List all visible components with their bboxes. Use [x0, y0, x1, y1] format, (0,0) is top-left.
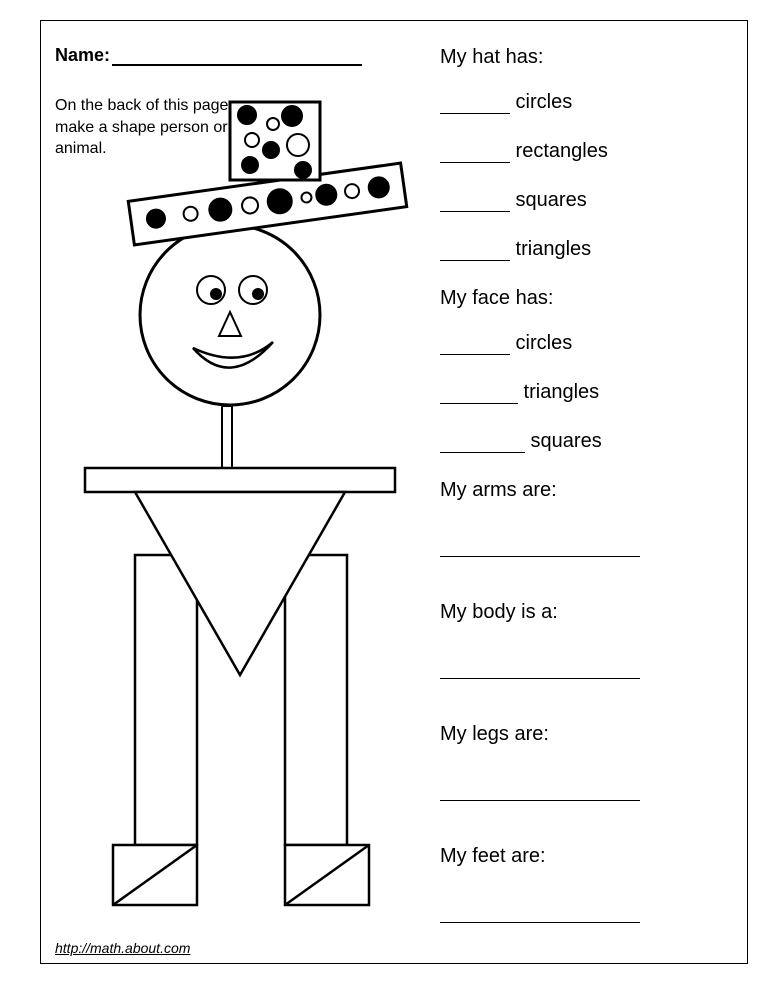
hat-blank-3[interactable]	[440, 238, 510, 261]
hat-label-0: circles	[510, 91, 572, 113]
face-blank-0[interactable]	[440, 332, 510, 355]
feet-heading: My feet are:	[440, 845, 728, 868]
face-heading: My face has:	[440, 287, 728, 310]
footer-url: http://math.about.com	[55, 940, 190, 956]
hat-blank-0[interactable]	[440, 91, 510, 114]
hat-line-2: squares	[440, 189, 728, 212]
hat-label-2: squares	[510, 189, 587, 211]
face-blank-2[interactable]	[440, 430, 525, 453]
hat-blank-1[interactable]	[440, 140, 510, 163]
face-line-2: squares	[440, 430, 728, 453]
arms-heading: My arms are:	[440, 479, 728, 502]
arms-blank[interactable]	[440, 534, 640, 557]
hat-line-0: circles	[440, 91, 728, 114]
hat-line-1: rectangles	[440, 140, 728, 163]
body-heading: My body is a:	[440, 601, 728, 624]
questions-column: My hat has: circles rectangles squares t…	[440, 40, 728, 967]
face-blank-1[interactable]	[440, 381, 518, 404]
hat-label-3: triangles	[510, 238, 591, 260]
face-label-0: circles	[510, 332, 572, 354]
face-line-1: triangles	[440, 381, 728, 404]
legs-blank[interactable]	[440, 778, 640, 801]
hat-label-1: rectangles	[510, 140, 608, 162]
legs-heading: My legs are:	[440, 723, 728, 746]
hat-blank-2[interactable]	[440, 189, 510, 212]
feet-blank[interactable]	[440, 900, 640, 923]
hat-line-3: triangles	[440, 238, 728, 261]
name-label: Name:	[55, 45, 110, 65]
figure-svg	[55, 90, 425, 930]
name-blank[interactable]	[112, 64, 362, 66]
face-label-1: triangles	[518, 381, 599, 403]
face-label-2: squares	[525, 430, 602, 452]
hat-heading: My hat has:	[440, 46, 728, 69]
body-blank[interactable]	[440, 656, 640, 679]
shape-person-figure	[55, 90, 425, 930]
face-line-0: circles	[440, 332, 728, 355]
name-field: Name:	[55, 45, 362, 66]
